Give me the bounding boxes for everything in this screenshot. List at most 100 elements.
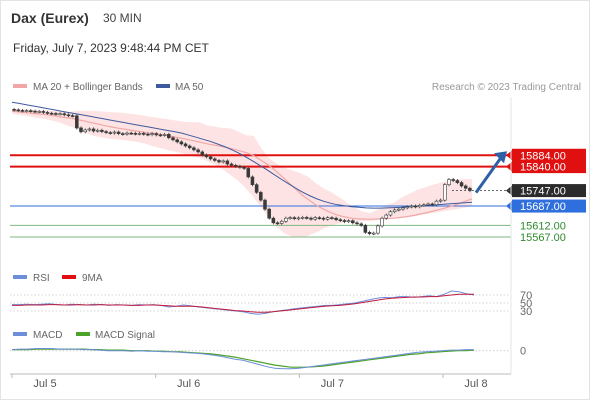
candle: [330, 216, 334, 220]
candle-body: [58, 113, 62, 116]
candle: [355, 221, 359, 226]
candle: [137, 131, 142, 136]
candle: [438, 198, 443, 203]
candle: [447, 177, 451, 187]
pivot-level-tag: [512, 199, 586, 213]
candle: [125, 131, 129, 136]
candle: [171, 136, 175, 142]
candle-body: [208, 156, 213, 160]
candle-body: [317, 217, 322, 219]
candle-body: [443, 184, 447, 201]
candle: [305, 215, 309, 220]
rsi-level-label: 70: [520, 290, 532, 302]
candle: [91, 127, 96, 133]
candle-body: [459, 182, 464, 187]
macd-legend-label: MACD: [33, 330, 62, 341]
candle: [20, 108, 25, 113]
candle: [292, 216, 297, 221]
copyright-label: Research © 2023 Trading Central: [432, 82, 581, 93]
candle: [397, 207, 401, 212]
ma20-line: [11, 110, 473, 220]
candle-body: [359, 223, 363, 226]
candle-body: [401, 207, 405, 210]
candle-body: [162, 134, 167, 136]
candle-body: [246, 168, 251, 178]
candle-body: [12, 109, 16, 111]
candle: [217, 158, 221, 164]
candle-body: [430, 203, 435, 206]
candle: [100, 128, 104, 134]
candle: [129, 131, 133, 135]
candle-body: [87, 128, 92, 131]
candle-body: [125, 132, 129, 135]
candle: [376, 224, 380, 235]
candle: [24, 109, 29, 113]
candle-body: [70, 115, 75, 117]
candle: [409, 204, 414, 209]
candle-body: [204, 154, 209, 158]
candle-body: [409, 205, 414, 208]
candle-body: [54, 113, 58, 115]
candle-body: [200, 151, 205, 156]
candle: [334, 216, 338, 222]
candle: [413, 204, 418, 209]
candle: [279, 219, 284, 225]
candle-body: [351, 220, 355, 224]
candle: [275, 221, 280, 225]
ma50-line: [11, 101, 473, 209]
candle-body: [95, 129, 100, 132]
candle-body: [413, 205, 418, 208]
candle: [213, 157, 217, 162]
candle: [384, 213, 389, 220]
candle: [346, 219, 351, 224]
candle-body: [254, 184, 259, 193]
candle-body: [75, 115, 79, 129]
candle: [79, 126, 83, 134]
candle-body: [417, 204, 422, 208]
candle-body: [463, 185, 468, 189]
candle-body: [338, 219, 343, 222]
timeframe-label: 30 MIN: [103, 11, 142, 25]
candle: [33, 109, 37, 114]
candle-body: [20, 110, 25, 112]
candle: [296, 216, 301, 221]
candle: [309, 216, 313, 221]
candle-body: [259, 192, 263, 201]
macd-signal-line: [12, 348, 475, 368]
candle: [233, 163, 238, 168]
candle-body: [313, 217, 317, 220]
candle-body: [137, 133, 142, 135]
candle-body: [392, 209, 397, 213]
candle: [351, 219, 355, 225]
candle-body: [213, 158, 217, 161]
candle: [242, 165, 246, 170]
candle: [70, 114, 75, 118]
candle-body: [296, 217, 301, 220]
support-level-label: 15612.00: [520, 220, 566, 232]
time-axis-label: Jul 6: [177, 378, 200, 390]
candle-body: [66, 114, 71, 117]
candle-body: [233, 165, 238, 167]
candle: [16, 108, 21, 112]
time-axis-label: Jul 7: [321, 378, 344, 390]
candle: [87, 127, 92, 132]
ma20-legend-label: MA 20 + Bollinger Bands: [33, 82, 143, 93]
candle-body: [229, 163, 234, 166]
candle: [388, 210, 393, 217]
candle-body: [49, 112, 54, 115]
candle-body: [45, 112, 50, 114]
candle: [196, 148, 200, 154]
time-axis: Jul 5 Jul 6 Jul 7 Jul 8: [10, 97, 512, 390]
rsi-ma-line: [12, 293, 474, 313]
candle-body: [121, 133, 125, 135]
time-axis-label: Jul 5: [33, 378, 56, 390]
candle: [116, 130, 121, 136]
candle-body: [24, 110, 29, 112]
candle: [284, 216, 288, 223]
candle-body: [305, 217, 309, 219]
candle: [455, 178, 460, 185]
ma20-legend-swatch: [13, 84, 27, 88]
candle: [338, 218, 343, 223]
candle-body: [434, 200, 439, 206]
